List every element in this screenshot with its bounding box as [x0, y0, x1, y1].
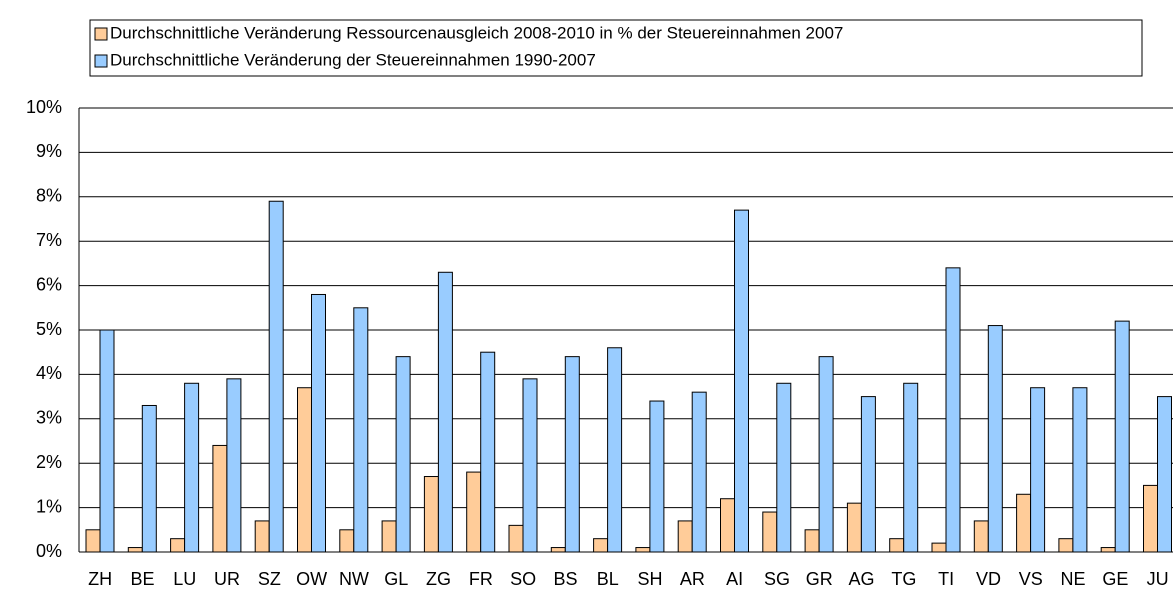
x-tick-label: GL — [384, 569, 408, 589]
bar — [466, 471, 482, 553]
bar — [860, 396, 876, 553]
legend-swatch — [94, 54, 108, 68]
bar — [395, 356, 411, 553]
bar — [889, 538, 905, 553]
y-tick-label: 3% — [36, 408, 62, 428]
y-tick-label: 0% — [36, 541, 62, 561]
x-tick-label: AR — [680, 569, 705, 589]
legend-label: Durchschnittliche Veränderung der Steuer… — [110, 50, 596, 69]
x-tick-label: BL — [597, 569, 619, 589]
x-tick-label: NW — [339, 569, 369, 589]
x-tick-label: ZH — [88, 569, 112, 589]
bar — [945, 267, 961, 553]
legend-box — [89, 19, 1143, 77]
x-tick-label: JU — [1147, 569, 1169, 589]
y-tick-label: 6% — [36, 274, 62, 294]
x-tick-label: SG — [764, 569, 790, 589]
bar — [1157, 396, 1172, 553]
y-tick-label: 10% — [26, 97, 62, 117]
bar — [184, 382, 200, 553]
bar — [212, 444, 228, 553]
x-tick-label: UR — [214, 569, 240, 589]
x-tick-label: VD — [976, 569, 1001, 589]
bar — [522, 378, 538, 553]
bar — [226, 378, 242, 553]
bar — [691, 391, 707, 553]
bar — [1016, 493, 1032, 553]
bar — [437, 271, 453, 553]
bar — [734, 209, 749, 553]
bar — [903, 382, 919, 553]
bar — [987, 325, 1003, 553]
x-tick-label: GE — [1102, 569, 1128, 589]
bar — [1143, 484, 1158, 553]
x-tick-label: AI — [726, 569, 743, 589]
bar — [268, 200, 284, 553]
x-tick-label: FR — [469, 569, 493, 589]
bar — [85, 529, 101, 553]
bar — [141, 404, 157, 553]
y-tick-label: 9% — [36, 141, 62, 161]
bar — [127, 547, 143, 553]
x-tick-label: AG — [849, 569, 875, 589]
bar — [423, 476, 439, 553]
bar — [649, 400, 665, 553]
x-tick-label: VS — [1019, 569, 1043, 589]
y-tick-label: 2% — [36, 452, 62, 472]
bar — [776, 382, 792, 553]
x-tick-label: SH — [638, 569, 663, 589]
x-tick-label: TI — [938, 569, 954, 589]
x-tick-label: BE — [130, 569, 154, 589]
bar — [99, 329, 115, 553]
bar — [297, 387, 312, 553]
bar — [550, 547, 566, 553]
bar — [635, 547, 651, 553]
bar — [973, 520, 989, 553]
y-tick-label: 5% — [36, 319, 62, 339]
bar — [353, 307, 369, 553]
bar — [1100, 547, 1116, 553]
bar — [762, 511, 778, 553]
bar — [593, 538, 609, 553]
bar — [846, 502, 862, 553]
x-tick-label: NE — [1061, 569, 1086, 589]
bar — [170, 538, 186, 553]
bar — [1114, 320, 1130, 553]
x-tick-label: TG — [891, 569, 916, 589]
x-tick-label: ZG — [426, 569, 451, 589]
bar — [677, 520, 693, 553]
bar — [720, 498, 735, 553]
y-tick-label: 4% — [36, 363, 62, 383]
bar — [1058, 538, 1074, 553]
y-tick-label: 1% — [36, 496, 62, 516]
x-tick-label: GR — [806, 569, 833, 589]
bar — [508, 524, 524, 553]
y-tick-label: 8% — [36, 186, 62, 206]
bar — [818, 356, 834, 553]
bar — [1030, 387, 1046, 553]
bar — [339, 529, 355, 553]
x-tick-label: SZ — [258, 569, 281, 589]
bar — [1072, 387, 1088, 553]
bar — [607, 347, 623, 553]
bar — [564, 356, 580, 553]
x-tick-label: SO — [510, 569, 536, 589]
x-tick-label: BS — [553, 569, 577, 589]
bar — [254, 520, 270, 553]
bar — [804, 529, 820, 553]
bar — [480, 351, 496, 553]
bar — [381, 520, 397, 553]
bar — [931, 542, 947, 553]
x-tick-label: LU — [173, 569, 196, 589]
bar — [311, 293, 326, 553]
y-tick-label: 7% — [36, 230, 62, 250]
legend-swatch — [94, 27, 108, 41]
x-tick-label: OW — [296, 569, 327, 589]
legend-label: Durchschnittliche Veränderung Ressourcen… — [110, 23, 843, 42]
